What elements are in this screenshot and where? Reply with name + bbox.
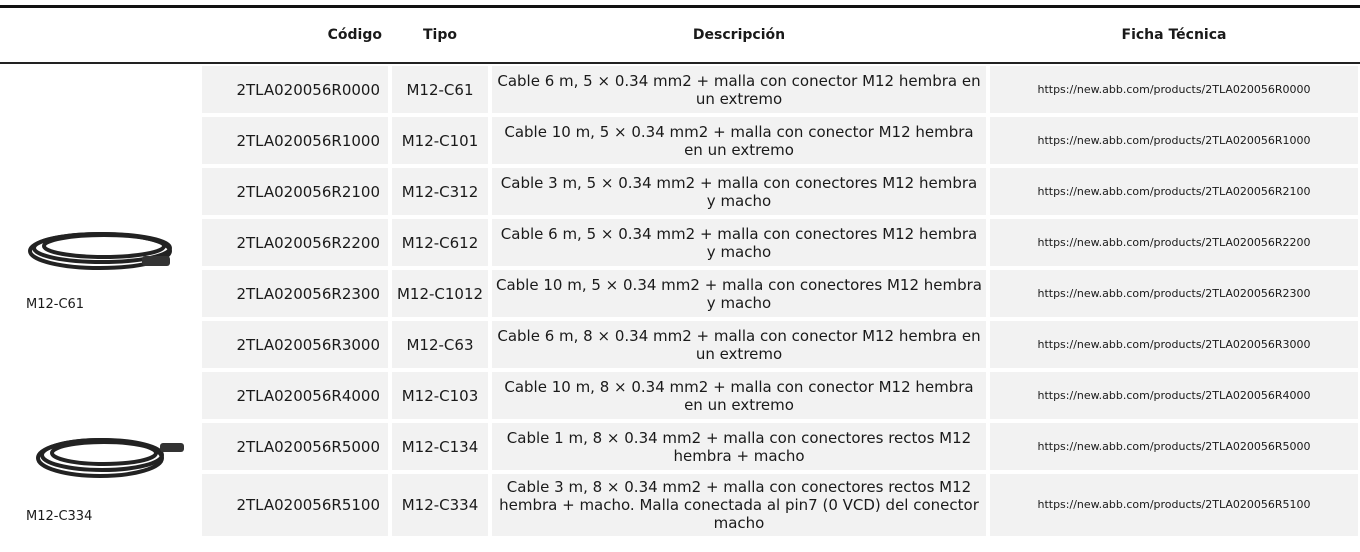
- type-cell: M12-C312: [390, 166, 490, 217]
- table-row: 2TLA020056R2300 M12-C1012 Cable 10 m, 5 × …: [0, 268, 1360, 319]
- table-row: 2TLA020056R2200 M12-C612 Cable 6 m, 5 × 0.…: [0, 217, 1360, 268]
- description-cell: Cable 10 m, 8 × 0.34 mm2 + malla con con…: [490, 370, 988, 421]
- description-cell: Cable 6 m, 8 × 0.34 mm2 + malla con cone…: [490, 319, 988, 370]
- datasheet-link[interactable]: https://new.abb.com/products/2TLA020056R…: [988, 421, 1360, 472]
- datasheet-link[interactable]: https://new.abb.com/products/2TLA020056R…: [988, 268, 1360, 319]
- description-cell: Cable 10 m, 5 × 0.34 mm2 + malla con con…: [490, 268, 988, 319]
- code-cell: 2TLA020056R5100: [200, 472, 390, 538]
- header-cell: Tipo: [390, 8, 490, 64]
- datasheet-link[interactable]: https://new.abb.com/products/2TLA020056R…: [988, 217, 1360, 268]
- image-caption: M12-C61: [26, 297, 85, 312]
- code-cell: 2TLA020056R1000: [200, 115, 390, 166]
- description-cell: Cable 3 m, 8 × 0.34 mm2 + malla con cone…: [490, 472, 988, 538]
- type-cell: M12-C103: [390, 370, 490, 421]
- cable-image: [36, 438, 184, 478]
- code-cell: 2TLA020056R4000: [200, 370, 390, 421]
- description-cell: Cable 1 m, 8 × 0.34 mm2 + malla con cone…: [490, 421, 988, 472]
- datasheet-link[interactable]: https://new.abb.com/products/2TLA020056R…: [988, 319, 1360, 370]
- header-cell: Ficha Técnica: [988, 8, 1360, 64]
- table-body: M12-C61 M12-C334 2TLA020056R0000 M12-C61 Cab…: [0, 64, 1360, 538]
- type-cell: M12-C61: [390, 64, 490, 115]
- header-cell: Descripción: [490, 8, 988, 64]
- datasheet-link[interactable]: https://new.abb.com/products/2TLA020056R…: [988, 64, 1360, 115]
- code-cell: 2TLA020056R2100: [200, 166, 390, 217]
- table-row: 2TLA020056R1000 M12-C101 Cable 10 m, 5 × 0…: [0, 115, 1360, 166]
- table-row: 2TLA020056R5100 M12-C334 Cable 3 m, 8 × 0.…: [0, 472, 1360, 538]
- code-cell: 2TLA020056R2300: [200, 268, 390, 319]
- table-row: M12-C61 M12-C334 2TLA020056R0000 M12-C61 Cab…: [0, 64, 1360, 538]
- type-cell: M12-C134: [390, 421, 490, 472]
- header-cell: [0, 8, 200, 64]
- cable-image: [28, 232, 172, 270]
- description-cell: Cable 10 m, 5 × 0.34 mm2 + malla con con…: [490, 115, 988, 166]
- table-row: 2TLA020056R5000 M12-C134 Cable 1 m, 8 × 0.…: [0, 421, 1360, 472]
- header-row: Código Tipo Descripción Ficha Técnica: [0, 8, 1360, 64]
- code-cell: 2TLA020056R2200: [200, 217, 390, 268]
- code-cell: 2TLA020056R5000: [200, 421, 390, 472]
- description-cell: Cable 6 m, 5 × 0.34 mm2 + malla con cone…: [490, 217, 988, 268]
- datasheet-link[interactable]: https://new.abb.com/products/2TLA020056R…: [988, 370, 1360, 421]
- datasheet-link[interactable]: https://new.abb.com/products/2TLA020056R…: [988, 166, 1360, 217]
- table-row: 2TLA020056R3000 M12-C63 Cable 6 m, 8 × 0.3…: [0, 319, 1360, 370]
- code-cell: 2TLA020056R3000: [200, 319, 390, 370]
- table-row: 2TLA020056R4000 M12-C103 Cable 10 m, 8 × 0…: [0, 370, 1360, 421]
- image-caption: M12-C334: [26, 509, 93, 524]
- type-cell: M12-C334: [390, 472, 490, 538]
- description-cell: Cable 6 m, 5 × 0.34 mm2 + malla con cone…: [490, 64, 988, 115]
- image-cell: M12-C61 M12-C334: [0, 64, 200, 538]
- datasheet-link[interactable]: https://new.abb.com/products/2TLA020056R…: [988, 115, 1360, 166]
- description-cell: Cable 3 m, 5 × 0.34 mm2 + malla con cone…: [490, 166, 988, 217]
- product-table: Código Tipo Descripción Ficha Técnica M1…: [0, 8, 1360, 538]
- top-rule: [0, 5, 1360, 8]
- table-row: 2TLA020056R2100 M12-C312 Cable 3 m, 5 × 0.…: [0, 166, 1360, 217]
- header-cell: Código: [200, 8, 390, 64]
- type-cell: M12-C63: [390, 319, 490, 370]
- type-cell: M12-C612: [390, 217, 490, 268]
- datasheet-link[interactable]: https://new.abb.com/products/2TLA020056R…: [988, 472, 1360, 538]
- type-cell: M12-C1012: [390, 268, 490, 319]
- code-cell: 2TLA020056R0000: [200, 64, 390, 115]
- type-cell: M12-C101: [390, 115, 490, 166]
